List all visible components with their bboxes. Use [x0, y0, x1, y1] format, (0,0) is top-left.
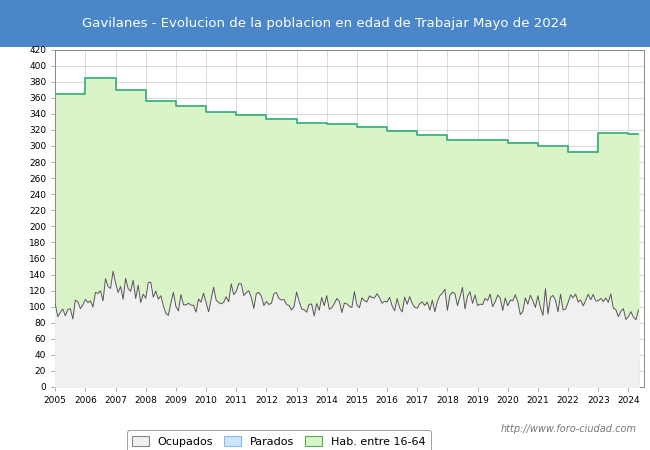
Text: http://www.foro-ciudad.com: http://www.foro-ciudad.com — [501, 424, 637, 434]
Text: Gavilanes - Evolucion de la poblacion en edad de Trabajar Mayo de 2024: Gavilanes - Evolucion de la poblacion en… — [83, 17, 567, 30]
Legend: Ocupados, Parados, Hab. entre 16-64: Ocupados, Parados, Hab. entre 16-64 — [127, 431, 431, 450]
